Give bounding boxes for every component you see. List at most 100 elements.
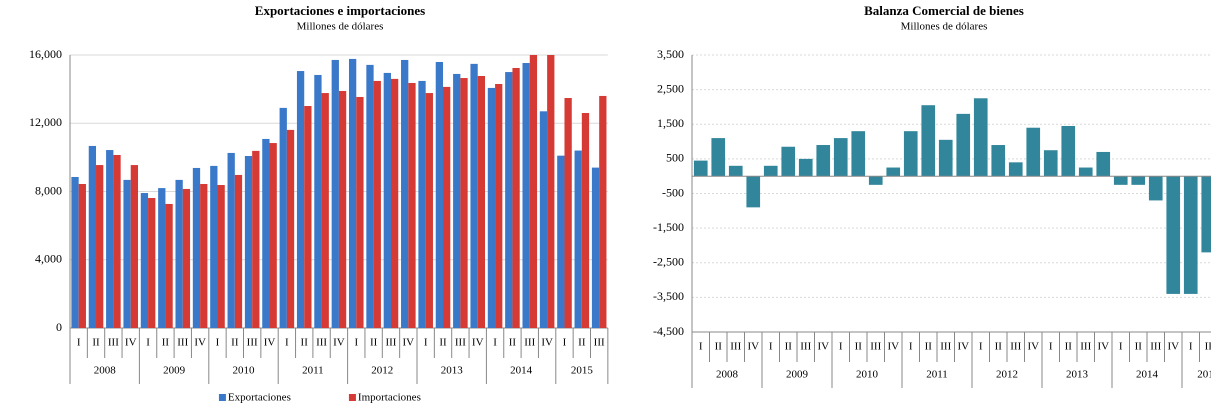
bar bbox=[1061, 125, 1076, 177]
x-tick-label: I bbox=[563, 337, 567, 349]
y-tick-label: 12,000 bbox=[29, 115, 62, 129]
bar bbox=[1008, 162, 1023, 177]
bar bbox=[408, 82, 416, 328]
bar bbox=[728, 165, 743, 177]
bar bbox=[781, 146, 796, 177]
bar bbox=[1148, 176, 1163, 201]
bar bbox=[286, 129, 295, 328]
bar bbox=[711, 138, 726, 177]
x-tick-label: II bbox=[785, 341, 793, 353]
x-tick-label: I bbox=[1189, 341, 1193, 353]
bar bbox=[192, 167, 201, 328]
bar bbox=[244, 156, 253, 328]
bar bbox=[868, 176, 883, 185]
x-group-label: 2013 bbox=[441, 365, 464, 377]
y-tick-label: -2,500 bbox=[653, 255, 684, 269]
x-tick-label: IV bbox=[541, 337, 553, 349]
bar bbox=[512, 67, 520, 328]
x-group-label: 2010 bbox=[233, 365, 256, 377]
x-tick-label: III bbox=[1150, 341, 1161, 353]
x-tick-label: II bbox=[1205, 341, 1211, 353]
x-tick-label: III bbox=[455, 337, 466, 349]
bar bbox=[338, 91, 347, 328]
x-tick-label: I bbox=[424, 337, 428, 349]
y-tick-label: -500 bbox=[662, 185, 684, 199]
bar bbox=[373, 80, 381, 328]
y-tick-label: -4,500 bbox=[653, 324, 684, 338]
x-tick-label: IV bbox=[125, 337, 137, 349]
x-tick-label: II bbox=[715, 341, 723, 353]
bar bbox=[903, 131, 918, 177]
x-tick-label: I bbox=[1119, 341, 1123, 353]
bar bbox=[973, 98, 988, 177]
bar bbox=[581, 113, 590, 328]
bar bbox=[851, 131, 866, 177]
x-tick-label: II bbox=[162, 337, 170, 349]
bar bbox=[443, 86, 451, 328]
x-tick-label: II bbox=[301, 337, 309, 349]
bar bbox=[182, 188, 191, 328]
y-tick-label: 8,000 bbox=[35, 183, 62, 197]
bar bbox=[262, 138, 270, 328]
bar bbox=[113, 154, 121, 328]
bar bbox=[1131, 176, 1146, 185]
bar bbox=[591, 167, 600, 328]
bar bbox=[296, 71, 305, 328]
x-tick-label: II bbox=[439, 337, 447, 349]
x-tick-label: I bbox=[285, 337, 289, 349]
x-tick-label: IV bbox=[747, 341, 759, 353]
bar bbox=[314, 74, 322, 328]
bar bbox=[148, 197, 156, 328]
bar bbox=[418, 80, 426, 328]
bar bbox=[321, 93, 329, 328]
y-tick-label: 1,500 bbox=[657, 116, 684, 130]
y-tick-label: 0 bbox=[56, 320, 62, 334]
bar bbox=[938, 139, 953, 177]
x-tick-label: III bbox=[1080, 341, 1091, 353]
x-tick-label: I bbox=[493, 337, 497, 349]
x-tick-label: IV bbox=[333, 337, 345, 349]
bar bbox=[470, 63, 478, 329]
x-group-label: 2015 bbox=[571, 365, 594, 377]
bar bbox=[763, 165, 778, 177]
x-group-label: 2014 bbox=[1136, 369, 1159, 381]
x-tick-label: I bbox=[77, 337, 81, 349]
bar bbox=[487, 87, 496, 328]
x-group-label: 2011 bbox=[302, 365, 324, 377]
bar bbox=[366, 64, 374, 329]
y-tick-label: 3,500 bbox=[657, 47, 684, 61]
x-group-label: 2010 bbox=[856, 369, 879, 381]
x-tick-label: I bbox=[216, 337, 220, 349]
bar bbox=[234, 174, 243, 328]
x-tick-label: II bbox=[231, 337, 239, 349]
bar bbox=[96, 165, 104, 328]
x-tick-label: II bbox=[578, 337, 586, 349]
x-group-label: 2012 bbox=[371, 365, 393, 377]
x-tick-label: I bbox=[699, 341, 703, 353]
bar bbox=[557, 155, 565, 328]
bar bbox=[529, 55, 538, 328]
bar bbox=[348, 58, 357, 328]
bar bbox=[71, 176, 79, 328]
bar bbox=[383, 72, 391, 329]
x-tick-label: IV bbox=[264, 337, 276, 349]
bar bbox=[505, 72, 513, 328]
bar bbox=[1096, 151, 1111, 177]
x-tick-label: II bbox=[1135, 341, 1143, 353]
bar bbox=[798, 158, 813, 177]
x-tick-label: I bbox=[354, 337, 358, 349]
bar bbox=[304, 106, 312, 328]
bar bbox=[435, 61, 444, 328]
x-tick-label: IV bbox=[403, 337, 415, 349]
bar bbox=[1166, 176, 1181, 294]
bar bbox=[88, 145, 97, 328]
x-tick-label: IV bbox=[1027, 341, 1039, 353]
bar bbox=[227, 152, 235, 328]
x-tick-label: III bbox=[800, 341, 811, 353]
x-tick-label: IV bbox=[887, 341, 899, 353]
bar bbox=[390, 78, 399, 328]
bar bbox=[693, 160, 708, 177]
bar bbox=[599, 95, 607, 328]
